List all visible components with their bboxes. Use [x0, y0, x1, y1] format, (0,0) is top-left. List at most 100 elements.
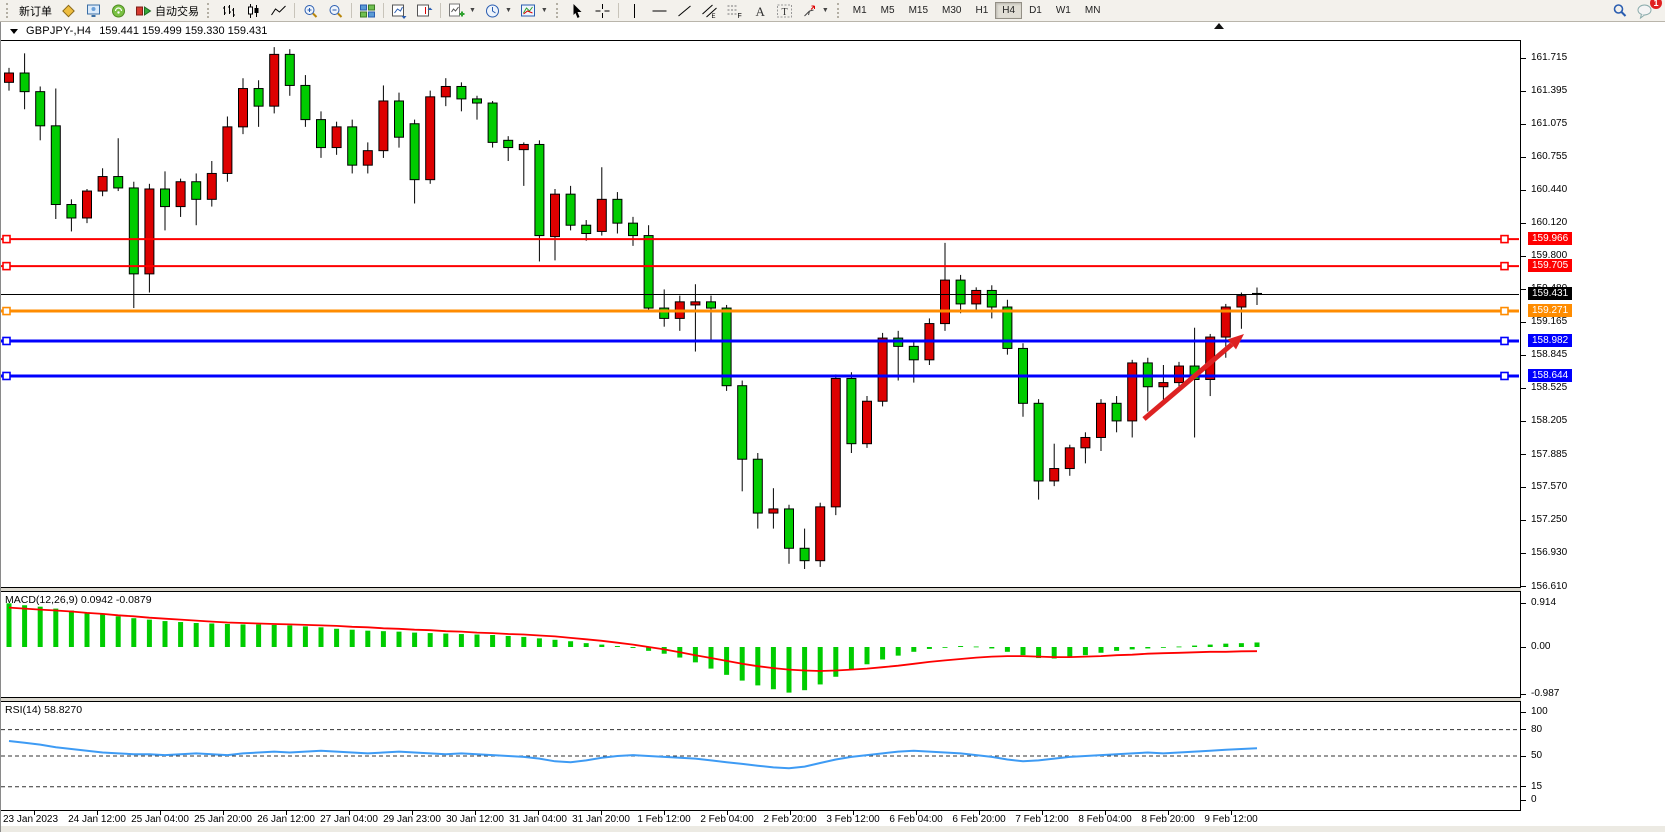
notifications-button[interactable]: 1: [1632, 0, 1662, 20]
panel-splitter[interactable]: [1, 588, 1521, 591]
price-line-label[interactable]: 159.431: [1528, 287, 1573, 301]
tile-windows-button[interactable]: [355, 1, 380, 20]
zoom-out-icon: [327, 3, 344, 19]
macd-histogram-bar: [630, 647, 636, 648]
date-axis[interactable]: 23 Jan 2023 24 Jan 12:00 25 Jan 04:00 25 Ja…: [1, 811, 1522, 826]
macd-histogram-bar: [552, 639, 558, 647]
horizontal-line-button[interactable]: [647, 1, 672, 20]
fibonacci-button[interactable]: F: [722, 1, 747, 20]
shapes-dropdown[interactable]: ▼: [797, 1, 833, 20]
macd-histogram-bar: [146, 619, 152, 647]
price-line-label[interactable]: 158.644: [1528, 368, 1573, 382]
timeframe-mn-button[interactable]: MN: [1084, 5, 1101, 16]
chart-menu-icon[interactable]: [10, 28, 18, 34]
macd-histogram-bar: [1114, 647, 1120, 651]
price-axis[interactable]: 161.715 161.395 161.075 160.755 160.440 160.1…: [1521, 22, 1665, 811]
macd-panel[interactable]: MACD(12,26,9) 0.0942 -0.0879: [1, 591, 1521, 698]
cursor-button[interactable]: [565, 1, 590, 20]
candle: [113, 138, 124, 192]
date-axis-tick: [286, 811, 287, 815]
new-chart-dropdown[interactable]: ▼: [444, 1, 480, 20]
price-line-label[interactable]: 158.982: [1528, 333, 1573, 347]
timeframe-m1-button[interactable]: M1: [852, 5, 867, 16]
price-tick-label: 156.930: [1531, 547, 1568, 559]
toolbar-separator: [440, 3, 441, 18]
diamond-button[interactable]: [56, 1, 81, 20]
macd-histogram-bar: [536, 638, 542, 647]
toolbar-grip[interactable]: [555, 3, 561, 18]
candlestick-chart-button[interactable]: [241, 1, 266, 20]
search-button[interactable]: [1607, 1, 1632, 20]
candlestick-chart-icon: [245, 3, 262, 19]
price-tick-label: 161.715: [1531, 52, 1568, 63]
timeframe-h4-button[interactable]: H4: [995, 2, 1023, 19]
template-icon: [520, 3, 537, 19]
candle: [19, 53, 30, 110]
text-button[interactable]: A: [747, 1, 772, 20]
price-line-label[interactable]: 159.966: [1528, 232, 1573, 246]
label-button[interactable]: T: [772, 1, 797, 20]
price-tick-label: 157.885: [1531, 448, 1568, 460]
toolbar-separator: [617, 3, 619, 18]
template-dropdown[interactable]: ▼: [516, 1, 552, 20]
toolbar-grip[interactable]: [6, 3, 11, 18]
indicator-window-button[interactable]: [387, 1, 412, 20]
auto-trading-button[interactable]: 自动交易: [131, 1, 203, 20]
trendline-button[interactable]: [672, 1, 697, 20]
profiles-dropdown[interactable]: ▼: [480, 1, 516, 20]
zoom-out-button[interactable]: [323, 1, 348, 20]
market-watch-button[interactable]: [81, 1, 106, 20]
candle: [425, 90, 436, 184]
price-axis-tick: [1521, 454, 1526, 455]
timeframe-m15-button[interactable]: M15: [908, 5, 929, 16]
toolbar-grip[interactable]: [207, 3, 212, 18]
panel-splitter[interactable]: [1, 698, 1521, 701]
macd-histogram-bar: [1145, 647, 1151, 649]
macd-histogram-bar: [84, 612, 90, 647]
candle: [612, 192, 623, 234]
rsi-panel[interactable]: RSI(14) 58.8270: [1, 701, 1521, 811]
chevron-down-icon: ▼: [540, 7, 548, 14]
macd-histogram-bar: [396, 631, 402, 647]
main-chart-panel[interactable]: [1, 40, 1521, 588]
new-order-button[interactable]: 新订单: [15, 1, 56, 20]
toolbar-grip[interactable]: [836, 3, 842, 18]
date-axis-tick: [601, 811, 602, 815]
price-axis-tick: [1521, 520, 1526, 521]
chart-shift-button[interactable]: [412, 1, 437, 20]
zoom-in-button[interactable]: [298, 1, 323, 20]
signal-button[interactable]: [106, 1, 131, 20]
timeframe-m5-button[interactable]: M5: [880, 5, 895, 16]
chart-title-bar[interactable]: GBPJPY-,H4 159.441 159.499 159.330 159.4…: [1, 22, 1530, 40]
macd-canvas[interactable]: [1, 592, 1519, 697]
main-chart-canvas[interactable]: [1, 41, 1519, 587]
macd-histogram-bar: [224, 623, 230, 647]
candle: [97, 168, 108, 197]
channel-button[interactable]: E: [697, 1, 722, 20]
timeframe-h1-button[interactable]: H1: [975, 5, 989, 16]
chart-shift-marker[interactable]: [1214, 23, 1224, 29]
chart-ohlc-values: 159.441 159.499 159.330 159.431: [99, 25, 268, 37]
macd-histogram-bar: [1254, 642, 1260, 647]
candle: [206, 161, 217, 207]
timeframe-d1-button[interactable]: D1: [1029, 5, 1042, 16]
macd-histogram-bar: [802, 647, 808, 691]
price-tick-label: 156.610: [1531, 580, 1568, 592]
rsi-axis-tick: [1521, 756, 1526, 757]
crosshair-button[interactable]: [590, 1, 615, 20]
price-tick-label: 160.755: [1531, 151, 1568, 163]
macd-histogram-bar: [958, 646, 964, 647]
timeframe-w1-button[interactable]: W1: [1055, 5, 1071, 16]
macd-histogram-bar: [880, 647, 886, 660]
timeframe-m30-button[interactable]: M30: [942, 5, 962, 16]
candle: [503, 136, 514, 162]
price-line-label[interactable]: 159.271: [1528, 304, 1573, 318]
macd-histogram-bar: [162, 621, 168, 647]
price-line-label[interactable]: 159.705: [1528, 259, 1573, 273]
date-label: 7 Feb 12:00: [1015, 814, 1069, 825]
bar-chart-button[interactable]: [216, 1, 241, 20]
line-chart-button[interactable]: [266, 1, 291, 20]
price-tick-label: 160.440: [1531, 184, 1568, 195]
rsi-canvas[interactable]: [1, 702, 1519, 810]
vertical-line-button[interactable]: [622, 1, 647, 20]
